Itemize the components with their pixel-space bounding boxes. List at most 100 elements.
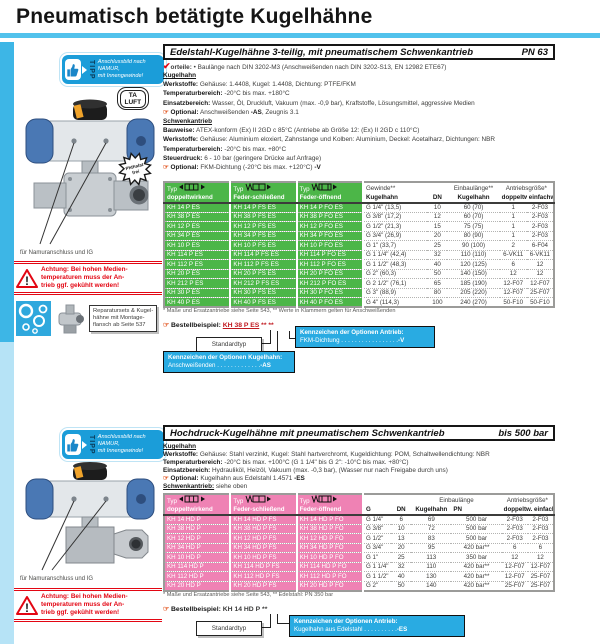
value-cell: 2 bbox=[499, 240, 527, 250]
left-margin-bar-bottom bbox=[0, 342, 14, 644]
type-code-cell: KH 30 P FO ES bbox=[296, 287, 364, 298]
actuator-spring-open-icon bbox=[311, 182, 338, 192]
type-code-cell: KH 34 HD P bbox=[164, 542, 232, 553]
value-cell: 12-F07 bbox=[526, 278, 554, 288]
gewinde-header: Gewinde** bbox=[365, 184, 396, 192]
value-cell: 12-F07 bbox=[501, 561, 528, 572]
value-cell: 12 bbox=[501, 552, 528, 562]
pointing-hand-icon: ☞ bbox=[163, 606, 170, 613]
ta-luft-line1: TA bbox=[128, 91, 137, 99]
spec-line: Schwenkantrieb: siehe oben bbox=[163, 482, 248, 490]
value-cell: 1 bbox=[499, 230, 527, 241]
value-cell: 10 bbox=[427, 202, 448, 212]
product-photo-2 bbox=[14, 462, 164, 579]
value-cell: 2-F03 bbox=[526, 202, 554, 212]
col-dn: DN bbox=[427, 193, 448, 204]
value-cell: 6-F04 bbox=[526, 240, 554, 250]
type-header-spring-close: Typ bbox=[230, 494, 298, 505]
value-cell: G 2" bbox=[362, 580, 392, 591]
spec-line: Steuerdruck: 6 - 10 bar (geringere Drück… bbox=[163, 154, 322, 162]
type-code-cell: KH 12 P FS ES bbox=[230, 221, 298, 231]
type-code-cell: KH 112 P FO ES bbox=[296, 259, 364, 269]
speech-tail bbox=[81, 440, 87, 449]
page-title: Pneumatisch betätigte Kugelhähne bbox=[16, 5, 373, 28]
value-cell: 2-F03 bbox=[501, 523, 528, 534]
option-entry: Kugelhahn aus Edelstahl . . . . . . . . … bbox=[294, 625, 408, 633]
title-rule bbox=[0, 33, 600, 38]
tip-badge-2: TIPP Anschlussbild nach NAMUR, mit Innen… bbox=[60, 428, 166, 461]
value-cell: 80 (90) bbox=[447, 230, 500, 241]
option-box-kugelhahn-1: Kennzeichen der Optionen Kugelhahn: Ansc… bbox=[163, 351, 295, 373]
value-cell: 120 (125) bbox=[447, 259, 500, 269]
option-box-title: Kennzeichen der Optionen Kugelhahn: bbox=[168, 354, 283, 361]
type-code-cell: KH 112 P ES bbox=[164, 259, 232, 269]
section1-pressure-badge: PN 63 bbox=[521, 46, 548, 58]
type-code-cell: KH 10 HD P FO bbox=[296, 552, 364, 562]
value-cell: 100 bbox=[427, 297, 448, 307]
table-row: KH 40 P ES KH 40 P FS ES KH 40 P FO ES G 4"… bbox=[164, 297, 554, 307]
warning-box-1: ! Achtung: Bei hohen Medien- temperature… bbox=[14, 261, 162, 295]
dn-spacer bbox=[391, 494, 411, 505]
value-cell: 69 bbox=[411, 514, 452, 524]
value-cell: 130 bbox=[411, 571, 452, 581]
type-code-cell: KH 112 HD P FO bbox=[296, 571, 364, 581]
value-cell: 25-F07 bbox=[527, 580, 554, 591]
warning-text: Achtung: Bei hohen Medien- temperaturen … bbox=[41, 593, 128, 616]
type-header-spring-close: Typ bbox=[230, 182, 298, 193]
value-cell: 420 bar** bbox=[451, 561, 502, 572]
type-code-cell: KH 114 HD P FS bbox=[230, 561, 298, 572]
value-cell: 12 bbox=[427, 211, 448, 222]
type-header-spring-open: Typ bbox=[296, 182, 364, 193]
type-code-cell: KH 34 P FS ES bbox=[230, 230, 298, 241]
table-row: KH 20 HD P KH 20 HD P FS KH 20 HD P FO G 2"… bbox=[164, 580, 554, 591]
type-code-cell: KH 14 HD P FO bbox=[296, 514, 364, 524]
g-spacer bbox=[363, 494, 391, 505]
table-row: KH 30 P ES KH 30 P FS ES KH 30 P FO ES G 3"… bbox=[164, 287, 554, 298]
value-cell: 140 bbox=[411, 580, 452, 591]
value-cell: 2-F03 bbox=[527, 523, 554, 534]
spec-line: ☞ Optional: Kugelhahn aus Edelstahl 1.45… bbox=[163, 474, 305, 482]
table-row: KH 112 HD P KH 112 HD P FS KH 112 HD P FO G… bbox=[164, 571, 554, 581]
value-cell: G 1 1/2" (48,3) bbox=[362, 259, 428, 269]
value-cell: 25-F07 bbox=[527, 571, 554, 581]
spec-line: Werkstoffe: Gehäuse: Aluminium eloxiert,… bbox=[163, 136, 496, 144]
type-code-cell: KH 34 HD P FS bbox=[230, 542, 298, 553]
value-cell: 12-F07 bbox=[499, 287, 527, 298]
value-cell: 113 bbox=[411, 552, 452, 562]
value-cell: 110 bbox=[411, 561, 452, 572]
value-cell: 1 bbox=[499, 211, 527, 222]
svg-text:!: ! bbox=[25, 601, 29, 615]
option-box-title: Kennzeichen der Optionen Antrieb: bbox=[294, 618, 398, 625]
col-doppeltwirkend: doppeltwirkend bbox=[164, 505, 232, 516]
value-cell: G 1/4" (13,5) bbox=[362, 202, 428, 212]
value-cell: 72 bbox=[411, 523, 452, 534]
bestellbeispiel-2: ☞ Bestellbeispiel: KH 14 HD P ** bbox=[163, 605, 267, 613]
value-cell: 500 bar bbox=[451, 523, 502, 534]
value-cell: 6 bbox=[501, 542, 528, 553]
value-cell: 500 bar bbox=[451, 533, 502, 543]
valve-actuator-illustration-1: Phthalat frei bbox=[25, 99, 155, 245]
type-code-cell: KH 34 HD P FO bbox=[296, 542, 364, 553]
speech-tail bbox=[81, 65, 87, 74]
col-feder-oeffnend: Feder-öffnend bbox=[296, 505, 364, 516]
bestell-label: Bestellbeispiel: bbox=[170, 606, 221, 613]
spec-line: Schwenkantrieb bbox=[163, 118, 213, 126]
spec-line: Einsatzbereich: Wasser, Öl, Druckluft, V… bbox=[163, 99, 475, 107]
antrieb-header: Antriebsgröße* bbox=[506, 496, 548, 504]
value-cell: 12-F07 bbox=[527, 561, 554, 572]
connector-line bbox=[277, 331, 278, 352]
vorteile-label: orteile: bbox=[170, 64, 192, 71]
type-code-cell: KH 12 HD P bbox=[164, 533, 232, 543]
option-entry: FKM-Dichtung . . . . . . . . . . . . . .… bbox=[300, 336, 405, 344]
value-cell: 2-F03 bbox=[526, 230, 554, 241]
type-code-cell: KH 112 HD P FS bbox=[230, 571, 298, 581]
dn-spacer bbox=[427, 182, 447, 193]
actuator-double-acting-icon bbox=[178, 495, 205, 503]
ta-luft-line2: LUFT bbox=[124, 98, 142, 106]
type-code-cell: KH 112 P FS ES bbox=[230, 259, 298, 269]
value-cell: G 1/4" bbox=[362, 514, 392, 524]
type-code-cell: KH 114 HD P bbox=[164, 561, 232, 572]
svg-text:!: ! bbox=[25, 274, 29, 288]
section2-title: Hochdruck-Kugelhähne mit pneumatischem S… bbox=[170, 427, 445, 439]
value-cell: G 2" (60,3) bbox=[362, 268, 428, 279]
